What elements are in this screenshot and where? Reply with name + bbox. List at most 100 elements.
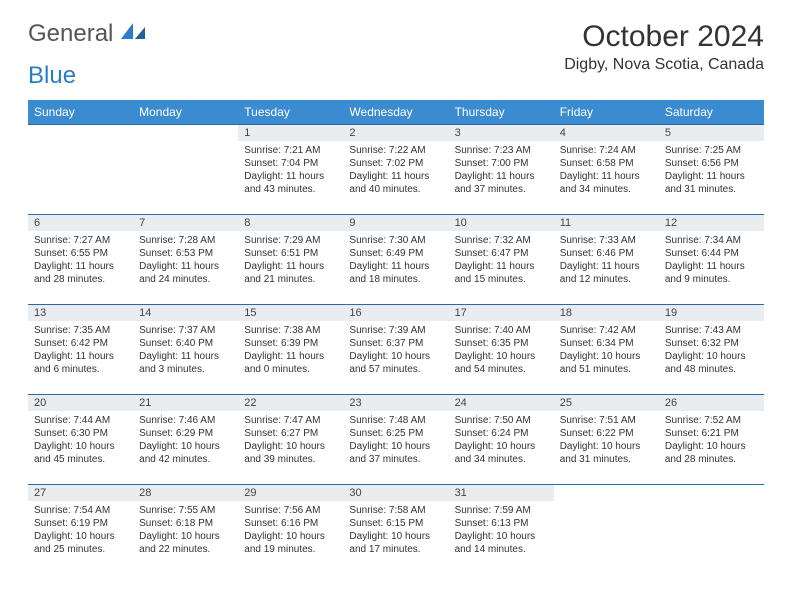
weekday-header: Wednesday [343,100,448,125]
calendar-day-cell: 21Sunrise: 7:46 AMSunset: 6:29 PMDayligh… [133,395,238,485]
day-content: Sunrise: 7:48 AMSunset: 6:25 PMDaylight:… [343,411,448,469]
calendar-day-cell: 23Sunrise: 7:48 AMSunset: 6:25 PMDayligh… [343,395,448,485]
calendar-day-cell: 27Sunrise: 7:54 AMSunset: 6:19 PMDayligh… [28,485,133,575]
daylight-text: Daylight: 10 hours and 14 minutes. [455,530,548,556]
day-content: Sunrise: 7:39 AMSunset: 6:37 PMDaylight:… [343,321,448,379]
day-number: 23 [343,395,448,411]
sunrise-text: Sunrise: 7:59 AM [455,504,548,517]
day-number: 29 [238,485,343,501]
daylight-text: Daylight: 10 hours and 39 minutes. [244,440,337,466]
day-content: Sunrise: 7:29 AMSunset: 6:51 PMDaylight:… [238,231,343,289]
sunset-text: Sunset: 6:56 PM [665,157,758,170]
day-content: Sunrise: 7:46 AMSunset: 6:29 PMDaylight:… [133,411,238,469]
daylight-text: Daylight: 11 hours and 43 minutes. [244,170,337,196]
weekday-header: Saturday [659,100,764,125]
calendar-day-cell: 30Sunrise: 7:58 AMSunset: 6:15 PMDayligh… [343,485,448,575]
calendar-day-cell: 17Sunrise: 7:40 AMSunset: 6:35 PMDayligh… [449,305,554,395]
day-number: 14 [133,305,238,321]
day-number: 5 [659,125,764,141]
sunrise-text: Sunrise: 7:35 AM [34,324,127,337]
day-number: 7 [133,215,238,231]
day-content: Sunrise: 7:30 AMSunset: 6:49 PMDaylight:… [343,231,448,289]
day-content: Sunrise: 7:38 AMSunset: 6:39 PMDaylight:… [238,321,343,379]
day-content: Sunrise: 7:55 AMSunset: 6:18 PMDaylight:… [133,501,238,559]
sunrise-text: Sunrise: 7:39 AM [349,324,442,337]
sunrise-text: Sunrise: 7:46 AM [139,414,232,427]
sunset-text: Sunset: 6:44 PM [665,247,758,260]
sunrise-text: Sunrise: 7:34 AM [665,234,758,247]
calendar-day-cell: . [659,485,764,575]
sunset-text: Sunset: 6:27 PM [244,427,337,440]
daylight-text: Daylight: 11 hours and 40 minutes. [349,170,442,196]
calendar-day-cell: 2Sunrise: 7:22 AMSunset: 7:02 PMDaylight… [343,125,448,215]
day-content: Sunrise: 7:52 AMSunset: 6:21 PMDaylight:… [659,411,764,469]
day-content: Sunrise: 7:22 AMSunset: 7:02 PMDaylight:… [343,141,448,199]
daylight-text: Daylight: 10 hours and 48 minutes. [665,350,758,376]
daylight-text: Daylight: 11 hours and 12 minutes. [560,260,653,286]
logo-sail-icon [119,21,147,48]
day-content: Sunrise: 7:21 AMSunset: 7:04 PMDaylight:… [238,141,343,199]
day-content: Sunrise: 7:43 AMSunset: 6:32 PMDaylight:… [659,321,764,379]
sunset-text: Sunset: 6:16 PM [244,517,337,530]
day-number: 16 [343,305,448,321]
calendar-day-cell: 15Sunrise: 7:38 AMSunset: 6:39 PMDayligh… [238,305,343,395]
sunset-text: Sunset: 6:25 PM [349,427,442,440]
day-number: 3 [449,125,554,141]
sunset-text: Sunset: 6:29 PM [139,427,232,440]
weekday-header: Sunday [28,100,133,125]
sunset-text: Sunset: 6:51 PM [244,247,337,260]
sunset-text: Sunset: 6:34 PM [560,337,653,350]
weekday-row: SundayMondayTuesdayWednesdayThursdayFrid… [28,100,764,125]
calendar-day-cell: 28Sunrise: 7:55 AMSunset: 6:18 PMDayligh… [133,485,238,575]
daylight-text: Daylight: 11 hours and 6 minutes. [34,350,127,376]
day-content: Sunrise: 7:44 AMSunset: 6:30 PMDaylight:… [28,411,133,469]
calendar-day-cell: 20Sunrise: 7:44 AMSunset: 6:30 PMDayligh… [28,395,133,485]
daylight-text: Daylight: 10 hours and 45 minutes. [34,440,127,466]
day-number: 8 [238,215,343,231]
day-number: 22 [238,395,343,411]
calendar-day-cell: 26Sunrise: 7:52 AMSunset: 6:21 PMDayligh… [659,395,764,485]
day-content: Sunrise: 7:37 AMSunset: 6:40 PMDaylight:… [133,321,238,379]
month-title: October 2024 [564,20,764,54]
logo-text-general: General [28,20,113,48]
daylight-text: Daylight: 11 hours and 28 minutes. [34,260,127,286]
calendar-day-cell: 18Sunrise: 7:42 AMSunset: 6:34 PMDayligh… [554,305,659,395]
day-number: 10 [449,215,554,231]
sunset-text: Sunset: 6:32 PM [665,337,758,350]
day-content: Sunrise: 7:27 AMSunset: 6:55 PMDaylight:… [28,231,133,289]
sunrise-text: Sunrise: 7:43 AM [665,324,758,337]
weekday-header: Friday [554,100,659,125]
daylight-text: Daylight: 10 hours and 25 minutes. [34,530,127,556]
daylight-text: Daylight: 11 hours and 3 minutes. [139,350,232,376]
sunrise-text: Sunrise: 7:24 AM [560,144,653,157]
calendar-day-cell: 8Sunrise: 7:29 AMSunset: 6:51 PMDaylight… [238,215,343,305]
calendar-day-cell: 22Sunrise: 7:47 AMSunset: 6:27 PMDayligh… [238,395,343,485]
day-content: Sunrise: 7:35 AMSunset: 6:42 PMDaylight:… [28,321,133,379]
daylight-text: Daylight: 10 hours and 37 minutes. [349,440,442,466]
sunset-text: Sunset: 6:58 PM [560,157,653,170]
sunrise-text: Sunrise: 7:48 AM [349,414,442,427]
sunrise-text: Sunrise: 7:27 AM [34,234,127,247]
calendar-week-row: ..1Sunrise: 7:21 AMSunset: 7:04 PMDaylig… [28,125,764,215]
calendar-day-cell: 14Sunrise: 7:37 AMSunset: 6:40 PMDayligh… [133,305,238,395]
daylight-text: Daylight: 10 hours and 57 minutes. [349,350,442,376]
day-number: 12 [659,215,764,231]
day-content: Sunrise: 7:47 AMSunset: 6:27 PMDaylight:… [238,411,343,469]
day-content: Sunrise: 7:28 AMSunset: 6:53 PMDaylight:… [133,231,238,289]
daylight-text: Daylight: 10 hours and 19 minutes. [244,530,337,556]
calendar-day-cell: . [133,125,238,215]
sunset-text: Sunset: 6:39 PM [244,337,337,350]
daylight-text: Daylight: 10 hours and 34 minutes. [455,440,548,466]
sunset-text: Sunset: 6:18 PM [139,517,232,530]
sunrise-text: Sunrise: 7:33 AM [560,234,653,247]
day-number: 27 [28,485,133,501]
calendar-day-cell: 24Sunrise: 7:50 AMSunset: 6:24 PMDayligh… [449,395,554,485]
calendar-table: SundayMondayTuesdayWednesdayThursdayFrid… [28,100,764,575]
calendar-day-cell: 31Sunrise: 7:59 AMSunset: 6:13 PMDayligh… [449,485,554,575]
sunset-text: Sunset: 6:19 PM [34,517,127,530]
day-content: Sunrise: 7:24 AMSunset: 6:58 PMDaylight:… [554,141,659,199]
calendar-day-cell: 5Sunrise: 7:25 AMSunset: 6:56 PMDaylight… [659,125,764,215]
calendar-page: General October 2024 Digby, Nova Scotia,… [0,0,792,595]
daylight-text: Daylight: 11 hours and 34 minutes. [560,170,653,196]
calendar-week-row: 20Sunrise: 7:44 AMSunset: 6:30 PMDayligh… [28,395,764,485]
